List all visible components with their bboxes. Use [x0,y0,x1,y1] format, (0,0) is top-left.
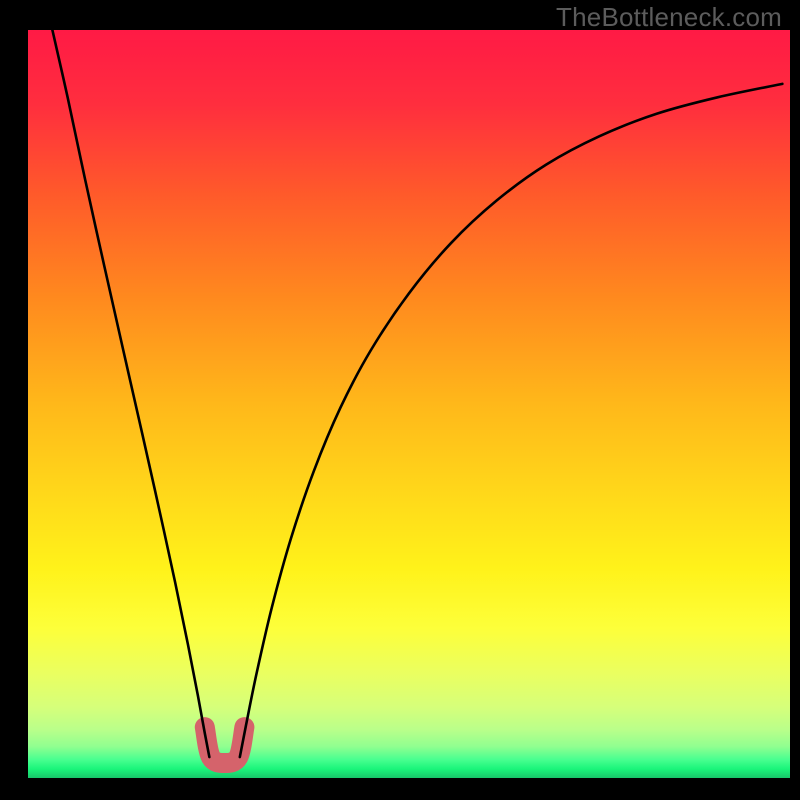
watermark-text: TheBottleneck.com [556,2,782,33]
gradient-background [28,30,790,778]
chart-svg [28,30,790,778]
chart-frame: TheBottleneck.com [0,0,800,800]
plot-area [28,30,790,778]
